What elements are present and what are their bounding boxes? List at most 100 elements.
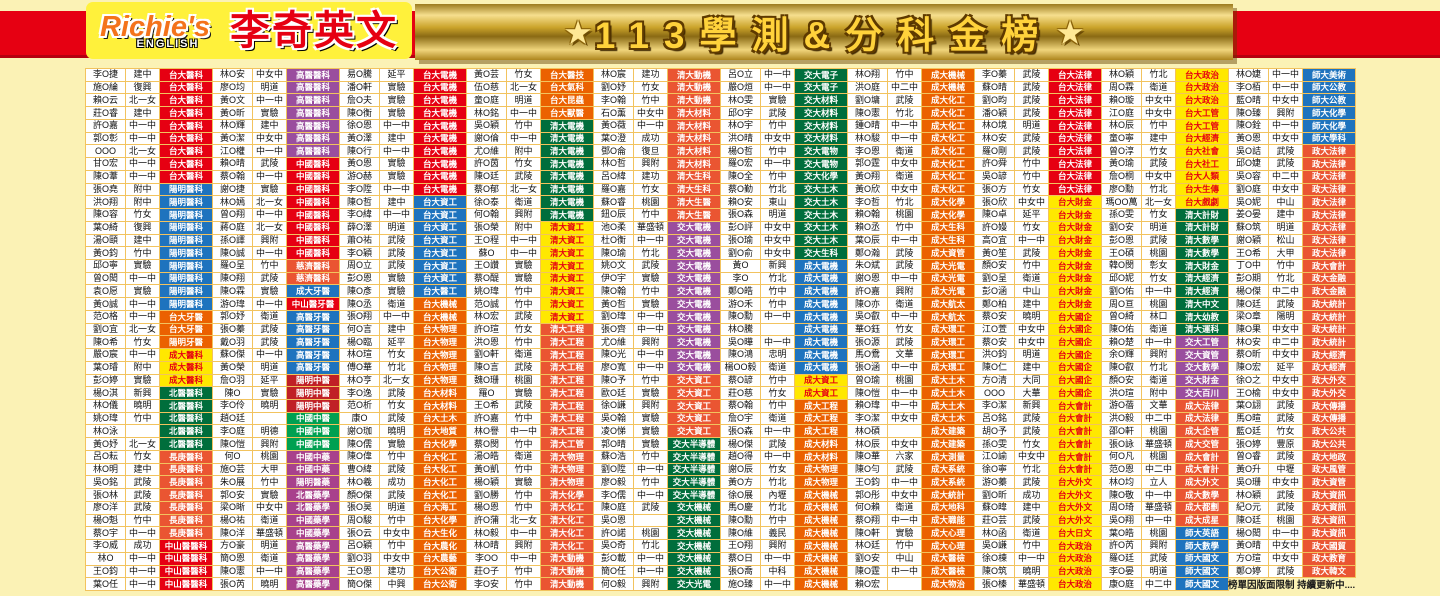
department-cell: 成大生科 bbox=[922, 234, 975, 248]
school-name: 竹女 bbox=[1269, 425, 1303, 439]
school-name: 明道 bbox=[380, 501, 414, 515]
entry-row: 賴O瑋 中一中 成大土木 bbox=[848, 400, 975, 413]
department-cell: 中山醫醫科 bbox=[160, 565, 213, 579]
student-name: 吳O翔 bbox=[1102, 514, 1142, 528]
department-cell: 政大法律 bbox=[1303, 158, 1356, 171]
school-name: 大甲 bbox=[1269, 247, 1303, 260]
department-cell: 中國中藥 bbox=[287, 450, 340, 464]
entry-row: 黃O 新興 成大電機 bbox=[721, 259, 848, 273]
school-name: 桃園 bbox=[1142, 247, 1176, 260]
entry-row: 王O程 中一中 清大資工 bbox=[467, 234, 594, 248]
student-name: 尤O維 bbox=[594, 336, 634, 350]
student-name: 顏O安 bbox=[1102, 374, 1142, 388]
department-cell: 清大物理 bbox=[541, 476, 594, 490]
student-name: 游O蓓 bbox=[1102, 400, 1142, 413]
entry-row: 呂O緯 建功 清大生科 bbox=[594, 170, 721, 184]
department-cell: 成大會計 bbox=[1176, 450, 1229, 464]
student-name: 葉O璿 bbox=[86, 361, 126, 375]
department-cell: 清大化工 bbox=[541, 527, 594, 541]
entry-row: 黃O凱 竹中 清大物理 bbox=[467, 463, 594, 477]
school-name: 竹中 bbox=[380, 514, 414, 528]
student-name: 范O格 bbox=[86, 310, 126, 324]
entry-row: 李O庭 明德 中國中醫 bbox=[213, 425, 340, 439]
school-name: 中一中 bbox=[634, 234, 668, 248]
entry-row: 劉O陞 中一中 交大半導體 bbox=[594, 463, 721, 477]
department-cell: 清大資工 bbox=[541, 247, 594, 260]
department-cell: 台大會計 bbox=[1049, 463, 1102, 477]
department-cell: 清大計財 bbox=[1176, 209, 1229, 222]
student-name: 鄭O皓 bbox=[721, 285, 761, 299]
department-cell: 成大環工 bbox=[922, 323, 975, 337]
department-cell: 師大國文 bbox=[1176, 578, 1229, 591]
department-cell: 成大數學 bbox=[1176, 489, 1229, 502]
entry-row: 蘇O睿 桃園 清大生醫 bbox=[594, 196, 721, 210]
department-cell: 中國醫科 bbox=[287, 158, 340, 171]
student-name: 張O婷 bbox=[1229, 438, 1269, 451]
department-cell: 台大戲劇 bbox=[1176, 196, 1229, 210]
entry-row: 楊O祐 衛道 中國藥學 bbox=[213, 514, 340, 528]
department-cell: 政大外交 bbox=[1303, 374, 1356, 388]
entry-row: 林O辰 中女中 成大建築 bbox=[848, 438, 975, 451]
school-name: 明道 bbox=[253, 540, 287, 553]
entry-row: 陳O勳 竹中 成大機械 bbox=[721, 514, 848, 528]
entry-row: 陳O容 竹女 陽明醫科 bbox=[86, 209, 213, 222]
school-name: 武陵 bbox=[507, 361, 541, 375]
department-cell: 中國中醫 bbox=[287, 412, 340, 426]
student-name: 李O儒 bbox=[594, 489, 634, 502]
student-name: 張O森 bbox=[721, 425, 761, 439]
school-name: 竹女 bbox=[507, 323, 541, 337]
student-name: 林O安 bbox=[1229, 336, 1269, 350]
school-name: 中一中 bbox=[888, 310, 922, 324]
student-name: 徐O棟 bbox=[975, 552, 1015, 566]
department-cell: 陽明醫科 bbox=[160, 221, 213, 235]
department-cell: 成大化工 bbox=[922, 107, 975, 120]
entry-row: 劉O勝 竹中 清大化學 bbox=[467, 489, 594, 502]
entry-row: 張O森 明道 交大土木 bbox=[721, 209, 848, 222]
entry-row: 王O榆 中女中 政大外交 bbox=[1229, 387, 1356, 401]
department-cell: 台大農藝 bbox=[414, 552, 467, 566]
school-name: 實驗 bbox=[380, 158, 414, 171]
school-name: 衛道 bbox=[888, 145, 922, 159]
department-cell: 清大生醫 bbox=[668, 196, 721, 210]
entry-row: 江O萱 中女中 台大國企 bbox=[975, 323, 1102, 337]
entry-row: 王O恩 建功 台大公衛 bbox=[340, 565, 467, 579]
entry-row: 許O茵 竹女 清大電機 bbox=[467, 158, 594, 171]
entry-row: 葉O璿 附中 成大醫科 bbox=[86, 361, 213, 375]
student-name: 蔡O日 bbox=[721, 552, 761, 566]
entry-row: 黃O哲 實驗 交大電機 bbox=[594, 298, 721, 311]
entry-row: 郭O彤 中女中 成大統計 bbox=[848, 489, 975, 502]
school-name: 衛道 bbox=[507, 349, 541, 362]
entry-row: 吳O翔 中一中 成大成星 bbox=[1102, 514, 1229, 528]
student-name: 李O陞 bbox=[340, 183, 380, 197]
entry-row: 劉O昕 成功 台大外文 bbox=[975, 489, 1102, 502]
student-name: 楊O魁 bbox=[86, 514, 126, 528]
school-name: 衛道 bbox=[1142, 323, 1176, 337]
department-cell: 政大金融 bbox=[1303, 285, 1356, 299]
department-cell: 台大物理 bbox=[414, 361, 467, 375]
school-name: 桃園 bbox=[888, 374, 922, 388]
school-name: 成功 bbox=[634, 132, 668, 146]
school-name: 中女中 bbox=[888, 183, 922, 197]
student-name: 廖O寬 bbox=[594, 361, 634, 375]
student-name: 蕭O祐 bbox=[340, 234, 380, 248]
department-cell: 成大醫科 bbox=[160, 374, 213, 388]
department-cell: 成大環工 bbox=[922, 336, 975, 350]
entry-row: 陳O臻 興附 師大化學 bbox=[1229, 107, 1356, 120]
department-cell: 交大土木 bbox=[795, 196, 848, 210]
entry-row: 張O瑜 中女中 交大土木 bbox=[721, 234, 848, 248]
student-name: 李O bbox=[721, 272, 761, 286]
department-cell: 成大土木 bbox=[922, 400, 975, 413]
school-name: 延平 bbox=[253, 374, 287, 388]
department-cell: 台大國企 bbox=[1049, 323, 1102, 337]
student-name: 林O嫣 bbox=[213, 196, 253, 210]
school-name: 明道 bbox=[1142, 565, 1176, 579]
student-name: 賴O云 bbox=[86, 94, 126, 108]
student-name: 孫O譯 bbox=[213, 234, 253, 248]
department-cell: 高醫醫科 bbox=[287, 132, 340, 146]
student-name: 林O均 bbox=[1102, 476, 1142, 490]
student-name: 郭O彤 bbox=[848, 489, 888, 502]
department-cell: 政大法律 bbox=[1303, 145, 1356, 159]
school-name: 明道 bbox=[380, 221, 414, 235]
student-name: 林O雯 bbox=[721, 94, 761, 108]
student-name: 劉O佑 bbox=[1102, 285, 1142, 299]
